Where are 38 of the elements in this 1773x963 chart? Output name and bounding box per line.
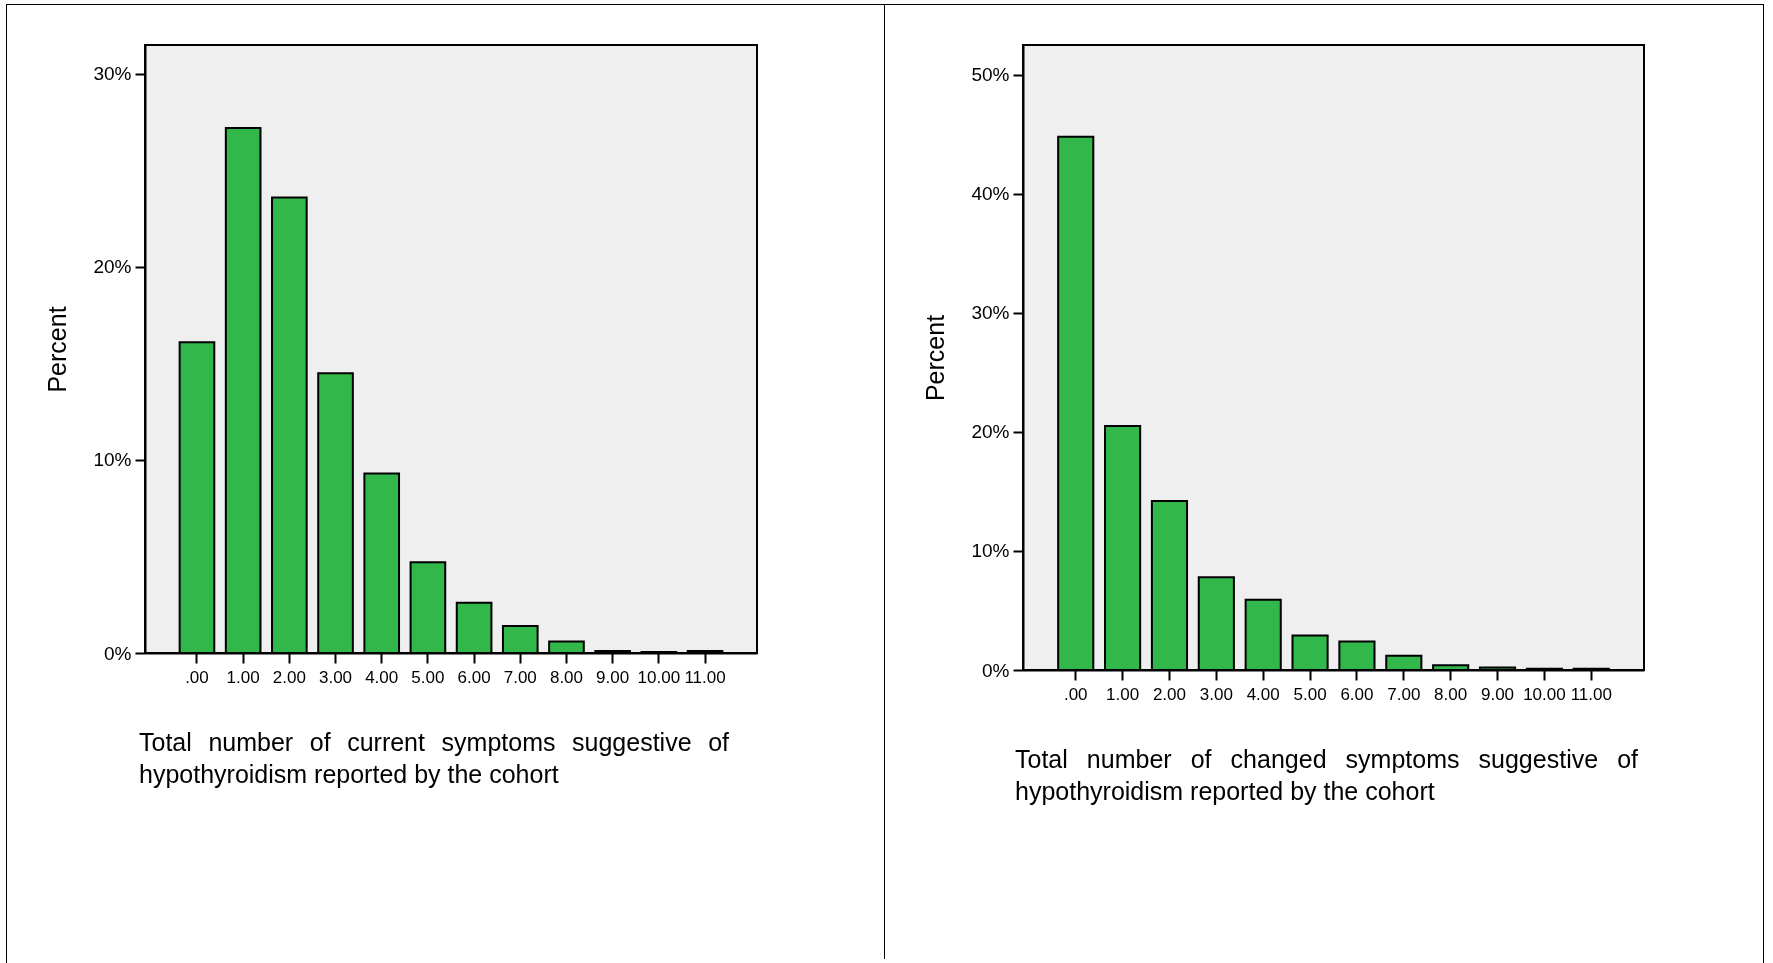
x-tick-label: .00 (185, 667, 209, 687)
x-tick-label: 11.00 (684, 667, 726, 687)
y-axis-title: Percent (43, 306, 72, 393)
x-tick-label: 10.00 (637, 667, 681, 687)
y-tick-label: 10% (93, 449, 132, 471)
y-tick-label: 20% (971, 421, 1010, 443)
x-tick-label: 1.00 (1106, 684, 1140, 704)
x-tick-label: 9.00 (596, 667, 630, 687)
x-tick-label: 7.00 (503, 667, 537, 687)
x-tick-label: .00 (1063, 684, 1088, 704)
y-tick-label: 30% (971, 302, 1010, 324)
x-tick-label: 4.00 (1246, 684, 1280, 704)
y-tick-label: 40% (971, 183, 1010, 205)
x-tick-label: 7.00 (1387, 684, 1421, 704)
x-tick-label: 3.00 (1199, 684, 1233, 704)
x-tick-label: 10.00 (1523, 684, 1566, 704)
y-tick-label: 20% (93, 256, 132, 278)
x-tick-label: 5.00 (411, 667, 445, 687)
y-tick-label: 10% (971, 540, 1010, 562)
x-tick-label: 2.00 (272, 667, 306, 687)
x-axis-title: Total number of current symptoms suggestive of hypothyroidism reported by the cohort (139, 727, 729, 790)
x-tick-label: 3.00 (318, 667, 353, 687)
y-tick-label: 50% (971, 64, 1010, 86)
x-tick-label: 1.00 (226, 667, 260, 687)
x-axis-title: Total number of changed symptoms suggestive of hypothyroidism reported by the cohort (1015, 744, 1638, 807)
x-tick-label: 8.00 (1434, 684, 1468, 704)
y-tick-label: 30% (93, 63, 132, 85)
x-tick-label: 11.00 (1570, 684, 1612, 704)
x-tick-label: 8.00 (549, 667, 584, 687)
x-tick-label: 9.00 (1480, 684, 1515, 704)
x-tick-label: 6.00 (457, 667, 491, 687)
x-tick-label: 5.00 (1293, 684, 1327, 704)
x-tick-label: 2.00 (1152, 684, 1187, 704)
y-tick-label: 0% (982, 659, 1010, 681)
x-tick-label: 4.00 (365, 667, 399, 687)
y-axis-title: Percent (921, 314, 950, 402)
x-tick-label: 6.00 (1340, 684, 1374, 704)
y-tick-label: 0% (104, 642, 132, 664)
